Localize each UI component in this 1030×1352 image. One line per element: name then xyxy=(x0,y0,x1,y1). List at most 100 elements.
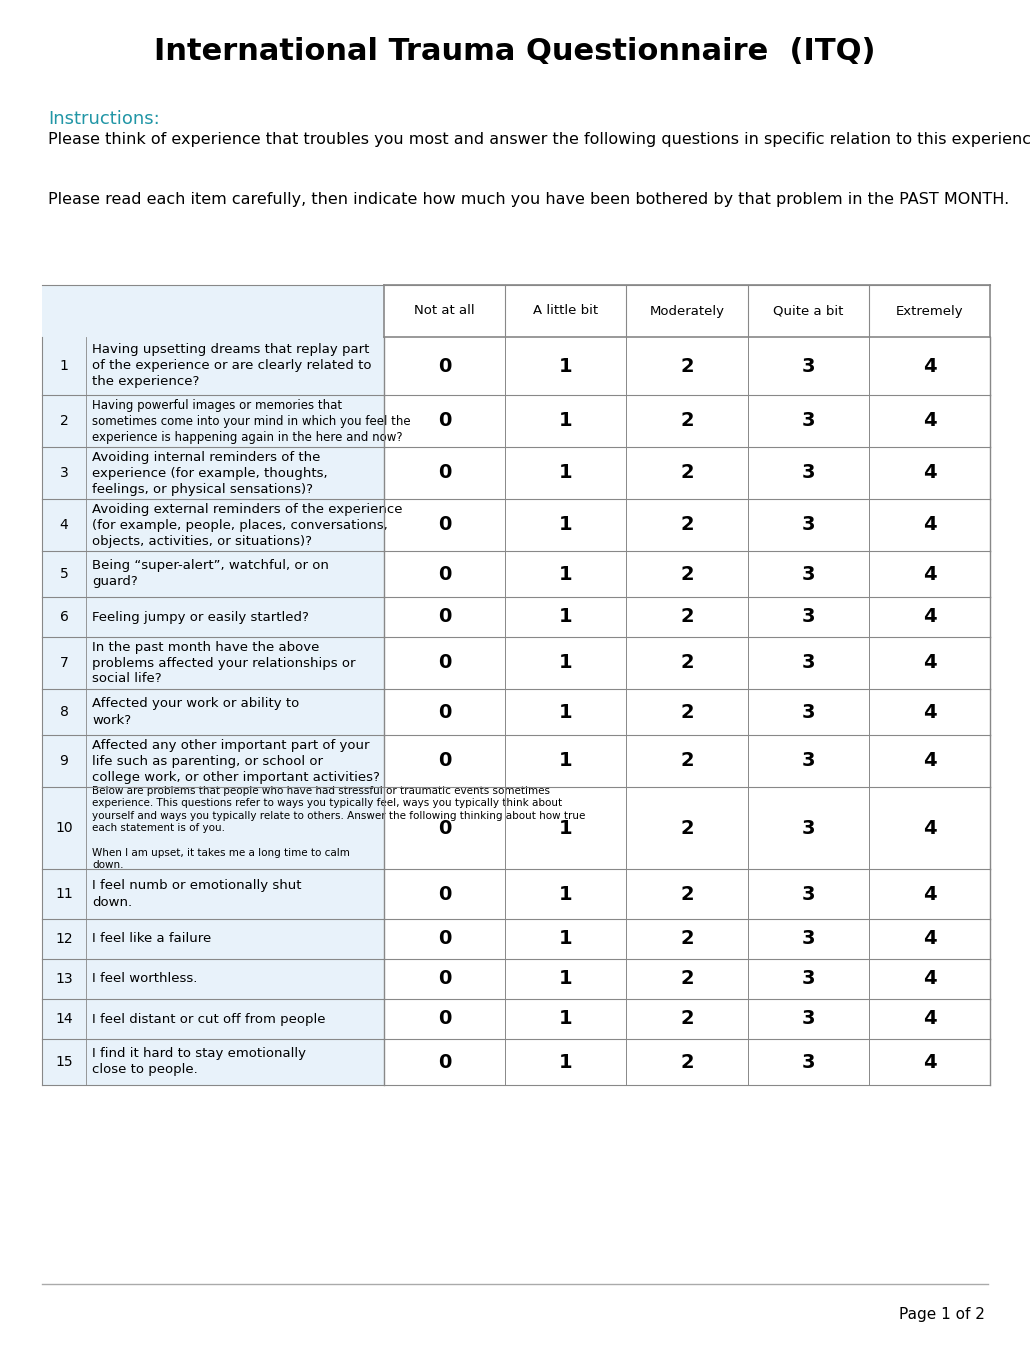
Text: 0: 0 xyxy=(438,607,451,626)
Text: 3: 3 xyxy=(801,884,815,903)
Text: 1: 1 xyxy=(559,1052,573,1072)
Text: 2: 2 xyxy=(680,884,694,903)
Bar xyxy=(384,552,990,598)
Text: 2: 2 xyxy=(680,515,694,534)
Text: 2: 2 xyxy=(680,565,694,584)
Text: 2: 2 xyxy=(680,703,694,722)
Text: 2: 2 xyxy=(680,653,694,672)
Text: Having powerful images or memories that
sometimes come into your mind in which y: Having powerful images or memories that … xyxy=(92,399,411,443)
Text: 1: 1 xyxy=(559,818,573,837)
Text: 3: 3 xyxy=(60,466,68,480)
Text: 3: 3 xyxy=(801,411,815,430)
Text: 1: 1 xyxy=(559,357,573,376)
Text: 0: 0 xyxy=(438,1052,451,1072)
Text: I feel worthless.: I feel worthless. xyxy=(92,972,198,986)
Text: Not at all: Not at all xyxy=(414,304,475,318)
Text: 1: 1 xyxy=(559,703,573,722)
Text: Please think of experience that troubles you most and answer the following quest: Please think of experience that troubles… xyxy=(48,132,1030,147)
Bar xyxy=(384,690,990,735)
Text: 0: 0 xyxy=(438,464,451,483)
Text: 12: 12 xyxy=(56,932,73,946)
Text: I feel distant or cut off from people: I feel distant or cut off from people xyxy=(92,1013,325,1026)
Text: 1: 1 xyxy=(559,930,573,949)
Bar xyxy=(42,690,384,735)
Text: 3: 3 xyxy=(801,653,815,672)
Text: 1: 1 xyxy=(559,1010,573,1029)
Text: Affected your work or ability to
work?: Affected your work or ability to work? xyxy=(92,698,300,726)
Bar xyxy=(384,637,990,690)
Bar xyxy=(42,337,384,395)
Text: 1: 1 xyxy=(559,752,573,771)
Text: Instructions:: Instructions: xyxy=(48,110,160,128)
Bar xyxy=(42,598,384,637)
Text: 2: 2 xyxy=(680,818,694,837)
Text: I find it hard to stay emotionally
close to people.: I find it hard to stay emotionally close… xyxy=(92,1048,306,1076)
Text: 2: 2 xyxy=(680,1052,694,1072)
Text: 11: 11 xyxy=(56,887,73,900)
Text: Avoiding external reminders of the experience
(for example, people, places, conv: Avoiding external reminders of the exper… xyxy=(92,503,403,548)
Text: 4: 4 xyxy=(923,930,936,949)
Text: 4: 4 xyxy=(923,464,936,483)
Text: 4: 4 xyxy=(923,357,936,376)
Text: Quite a bit: Quite a bit xyxy=(772,304,844,318)
Text: 14: 14 xyxy=(56,1013,73,1026)
Text: Affected any other important part of your
life such as parenting, or school or
c: Affected any other important part of you… xyxy=(92,738,380,784)
Text: Feeling jumpy or easily startled?: Feeling jumpy or easily startled? xyxy=(92,611,309,623)
Text: 1: 1 xyxy=(559,653,573,672)
Text: 10: 10 xyxy=(56,821,73,836)
Bar xyxy=(384,1038,990,1086)
Bar xyxy=(384,448,990,499)
Bar xyxy=(384,999,990,1038)
Text: 3: 3 xyxy=(801,703,815,722)
Text: 3: 3 xyxy=(801,1052,815,1072)
Text: 4: 4 xyxy=(923,703,936,722)
Bar xyxy=(384,735,990,787)
Bar xyxy=(384,919,990,959)
Text: 1: 1 xyxy=(559,411,573,430)
Text: 3: 3 xyxy=(801,1010,815,1029)
Text: 4: 4 xyxy=(923,969,936,988)
Text: 0: 0 xyxy=(438,818,451,837)
Bar xyxy=(42,637,384,690)
Text: 4: 4 xyxy=(923,411,936,430)
Text: 0: 0 xyxy=(438,565,451,584)
Bar xyxy=(42,1038,384,1086)
Text: 3: 3 xyxy=(801,818,815,837)
Text: 2: 2 xyxy=(680,752,694,771)
Text: 9: 9 xyxy=(60,754,68,768)
Text: 3: 3 xyxy=(801,464,815,483)
Text: 4: 4 xyxy=(60,518,68,531)
Bar xyxy=(42,999,384,1038)
Text: 2: 2 xyxy=(680,969,694,988)
Text: 0: 0 xyxy=(438,1010,451,1029)
Bar xyxy=(384,499,990,552)
Text: 4: 4 xyxy=(923,884,936,903)
Text: 3: 3 xyxy=(801,565,815,584)
Text: Moderately: Moderately xyxy=(650,304,724,318)
Text: 0: 0 xyxy=(438,357,451,376)
Text: 15: 15 xyxy=(56,1055,73,1069)
Bar xyxy=(42,448,384,499)
Bar xyxy=(384,959,990,999)
Text: 4: 4 xyxy=(923,653,936,672)
Text: 6: 6 xyxy=(60,610,68,625)
Text: 8: 8 xyxy=(60,704,68,719)
Text: 0: 0 xyxy=(438,411,451,430)
Text: 1: 1 xyxy=(559,607,573,626)
Text: 1: 1 xyxy=(559,464,573,483)
Bar xyxy=(42,552,384,598)
Text: Page 1 of 2: Page 1 of 2 xyxy=(899,1306,985,1321)
Text: 5: 5 xyxy=(60,566,68,581)
Text: 0: 0 xyxy=(438,653,451,672)
Text: A little bit: A little bit xyxy=(534,304,598,318)
Text: 0: 0 xyxy=(438,930,451,949)
Bar xyxy=(42,919,384,959)
Text: 1: 1 xyxy=(559,515,573,534)
Text: 0: 0 xyxy=(438,884,451,903)
Bar xyxy=(384,337,990,395)
Bar xyxy=(42,395,384,448)
Text: 4: 4 xyxy=(923,565,936,584)
Text: 4: 4 xyxy=(923,818,936,837)
Text: In the past month have the above
problems affected your relationships or
social : In the past month have the above problem… xyxy=(92,641,355,685)
Text: 1: 1 xyxy=(559,884,573,903)
